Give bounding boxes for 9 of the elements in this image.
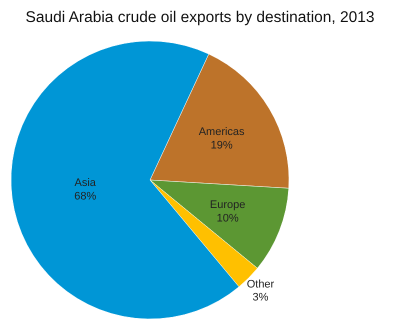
slice-label: Europe [210, 199, 246, 212]
data-label: 10% [216, 212, 239, 224]
slice-label: Americas [198, 126, 246, 138]
data-label: 19% [210, 139, 233, 152]
slice-label: Other [246, 278, 275, 290]
data-label: 3% [252, 292, 269, 304]
data-label: 68% [74, 190, 96, 202]
chart-title: Saudi Arabia crude oil exports by destination, 2013 [26, 9, 374, 26]
slice-label: Asia [74, 177, 97, 190]
